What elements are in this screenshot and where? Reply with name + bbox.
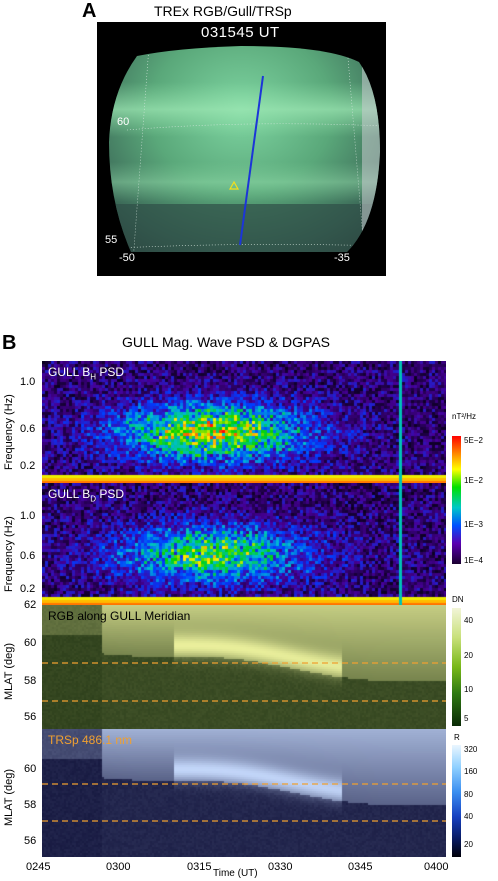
gull-station-marker bbox=[228, 180, 240, 190]
ytick: 58 bbox=[24, 675, 37, 687]
lat-label-60: 60 bbox=[117, 116, 130, 128]
trsp-keogram-dashes bbox=[42, 783, 446, 822]
lon-label-neg35: -35 bbox=[334, 252, 350, 264]
bh-psd-spectrogram bbox=[42, 361, 446, 483]
bd-psd-spectrogram bbox=[42, 483, 446, 605]
cbar-tick: 1E−3 bbox=[464, 520, 483, 529]
ytick: 0.2 bbox=[20, 460, 36, 472]
lat-label-55: 55 bbox=[105, 234, 118, 246]
panel-a-letter: A bbox=[82, 0, 97, 22]
ytick: 1.0 bbox=[20, 376, 36, 388]
ytick: 60 bbox=[24, 763, 37, 775]
ytick: 58 bbox=[24, 799, 37, 811]
ytick: 0.6 bbox=[20, 423, 36, 435]
cbar-tick: 1E−4 bbox=[464, 556, 483, 565]
cbar-tick: 20 bbox=[464, 840, 473, 849]
xtick: 0345 bbox=[348, 861, 373, 873]
r-colorbar bbox=[452, 745, 461, 857]
cbar-tick: 80 bbox=[464, 790, 473, 799]
lon-label-neg50: -50 bbox=[119, 252, 135, 264]
cbar-tick: 5 bbox=[464, 714, 469, 723]
ytick: 0.2 bbox=[20, 583, 36, 595]
ytick: 60 bbox=[24, 637, 37, 649]
xtick: 0400 bbox=[424, 861, 449, 873]
rgb-keogram-plot: RGB along GULL Meridian bbox=[42, 605, 446, 729]
panel-b-letter: B bbox=[2, 332, 17, 354]
rgb-ylabel: MLAT (deg) bbox=[3, 642, 15, 700]
cbar-tick: 160 bbox=[464, 767, 478, 776]
rgb-keogram-dashes bbox=[42, 662, 446, 702]
allsky-image bbox=[109, 46, 380, 252]
ytick: 62 bbox=[24, 599, 37, 611]
ytick: 1.0 bbox=[20, 510, 36, 522]
cbar-tick: 320 bbox=[464, 745, 478, 754]
xtick: 0300 bbox=[106, 861, 131, 873]
trsp-keogram-label: TRSp 486.1 nm bbox=[48, 733, 133, 747]
cbar-tick: 1E−2 bbox=[464, 476, 483, 485]
x-axis-label: Time (UT) bbox=[213, 868, 258, 879]
cbar-tick: 40 bbox=[464, 616, 473, 625]
bd-psd-plot: GULL BD PSD bbox=[42, 483, 446, 605]
rgb-keogram-label: RGB along GULL Meridian bbox=[48, 609, 191, 623]
rgb-keogram bbox=[42, 605, 446, 729]
bh-ylabel: Frequency (Hz) bbox=[3, 394, 15, 470]
ytick: 56 bbox=[24, 835, 37, 847]
ytick: 0.6 bbox=[20, 550, 36, 562]
trsp-keogram bbox=[42, 729, 446, 857]
bh-psd-label: GULL BH PSD bbox=[48, 365, 125, 382]
cbar-tick: 10 bbox=[464, 685, 473, 694]
panel-a-title: TREx RGB/Gull/TRSp bbox=[154, 3, 292, 19]
dn-colorbar bbox=[452, 608, 461, 726]
trsp-keogram-plot: TRSp 486.1 nm bbox=[42, 729, 446, 857]
bh-psd-plot: GULL BH PSD bbox=[42, 361, 446, 483]
timestamp-label: 031545 UT bbox=[201, 24, 280, 41]
xtick: 0330 bbox=[268, 861, 293, 873]
cbar-tick: 40 bbox=[464, 812, 473, 821]
cbar-tick: 5E−2 bbox=[464, 436, 483, 445]
xtick: 0245 bbox=[26, 861, 51, 873]
xtick: 0315 bbox=[187, 861, 212, 873]
gull-meridian-line bbox=[239, 75, 264, 246]
dn-colorbar-unit: DN bbox=[452, 595, 464, 604]
panel-b-title: GULL Mag. Wave PSD & DGPAS bbox=[122, 334, 330, 350]
allsky-image-frame: 031545 UT 60 55 -50 -35 bbox=[97, 22, 386, 276]
psd-colorbar bbox=[452, 436, 461, 564]
ytick: 56 bbox=[24, 711, 37, 723]
trsp-ylabel: MLAT (deg) bbox=[3, 768, 15, 826]
psd-colorbar-unit: nT²/Hz bbox=[452, 412, 476, 421]
bd-ylabel: Frequency (Hz) bbox=[3, 516, 15, 592]
r-colorbar-unit: R bbox=[454, 733, 460, 742]
cbar-tick: 20 bbox=[464, 651, 473, 660]
bd-psd-label: GULL BD PSD bbox=[48, 487, 125, 504]
